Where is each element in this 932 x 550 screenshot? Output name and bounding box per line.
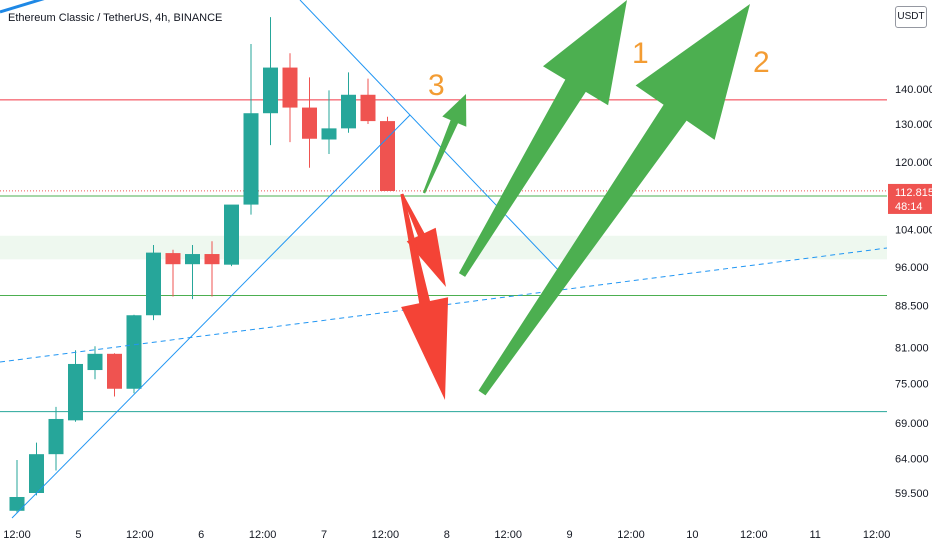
y-tick-label: 81.000 (895, 342, 929, 354)
candle-body (126, 315, 142, 389)
candle-body (185, 254, 200, 265)
x-tick-label: 8 (444, 529, 450, 541)
annotation-label: 3 (428, 69, 445, 102)
candle-body (107, 353, 122, 389)
x-tick-label: 9 (567, 529, 573, 541)
annotation-label: 1 (632, 37, 649, 70)
trendline-falling (299, 0, 564, 276)
candle-body (68, 363, 83, 421)
y-tick-label: 88.500 (895, 301, 929, 313)
candle-body (263, 67, 278, 114)
candle-body (321, 128, 337, 140)
candlestick-series (9, 17, 395, 513)
x-tick-label: 12:00 (617, 529, 645, 541)
candle-body (360, 94, 376, 122)
x-tick-label: 12:00 (3, 529, 31, 541)
x-tick-label: 12:00 (863, 529, 891, 541)
arrow-down-1 (401, 193, 446, 287)
last-price-countdown: 48:14 (895, 201, 923, 213)
drawing-layer: 3 1 2 (0, 0, 887, 519)
y-tick-label: 59.500 (895, 488, 929, 500)
y-tick-label: 96.000 (895, 262, 929, 274)
last-price-value: 112.815 (895, 187, 932, 199)
y-tick-label: 64.000 (895, 454, 929, 466)
trendline-rising (11, 114, 411, 519)
y-tick-label: 104.000 (895, 224, 932, 236)
candle-body (146, 252, 161, 316)
arrow-down-2 (400, 193, 449, 400)
candle-body (243, 113, 259, 205)
y-tick-label: 130.000 (895, 119, 932, 131)
chart-title: Ethereum Classic / TetherUS, 4h, BINANCE (8, 12, 222, 24)
axis-layer: 140.000 130.000 120.000 104.000 96.000 88.500… (3, 84, 932, 541)
arrow-up-1 (458, 0, 627, 277)
y-tick-label: 140.000 (895, 84, 932, 96)
candle-body (204, 254, 220, 265)
x-tick-label: 11 (809, 529, 820, 541)
x-tick-label: 12:00 (372, 529, 400, 541)
x-tick-label: 12:00 (494, 529, 522, 541)
candle-body (48, 418, 64, 455)
candle-body (224, 204, 239, 265)
currency-selector[interactable]: USDT (895, 6, 927, 28)
candle-body (87, 353, 103, 371)
x-tick-label: 7 (321, 529, 327, 541)
y-tick-label: 75.000 (895, 379, 929, 391)
support-zone (0, 235, 887, 260)
candle-body (29, 454, 44, 493)
candle-body (9, 496, 25, 511)
arrow-up-small (422, 94, 467, 194)
candle-body (380, 121, 395, 191)
trendline-top-mark (0, 0, 45, 14)
y-tick-label: 120.000 (895, 157, 932, 169)
arrow-up-2 (478, 4, 750, 396)
candle-body (341, 94, 356, 129)
x-tick-label: 5 (75, 529, 81, 541)
y-tick-label: 69.000 (895, 418, 929, 430)
candle-body (165, 253, 181, 265)
annotation-label: 2 (753, 46, 770, 79)
x-tick-label: 6 (198, 529, 204, 541)
x-tick-label: 12:00 (249, 529, 277, 541)
last-price-tag (888, 183, 932, 214)
x-tick-label: 12:00 (126, 529, 154, 541)
x-tick-label: 10 (686, 529, 698, 541)
plot-background (0, 99, 887, 413)
candle-body (302, 107, 317, 139)
x-tick-label: 12:00 (740, 529, 768, 541)
candle-body (282, 67, 298, 108)
